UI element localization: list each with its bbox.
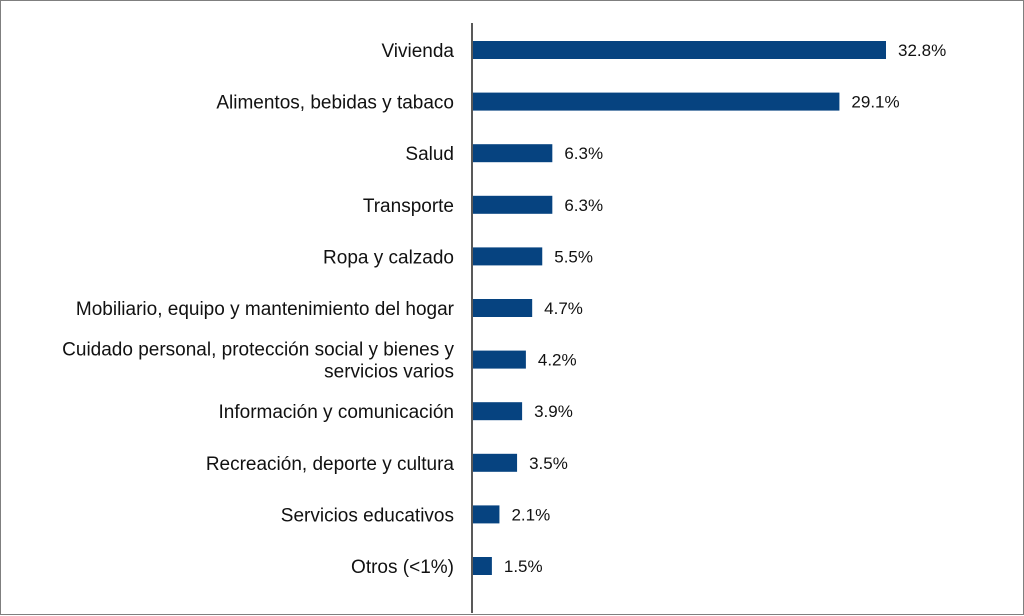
value-label-8: 3.5% bbox=[529, 454, 568, 473]
value-label-3: 6.3% bbox=[564, 196, 603, 215]
bar-10 bbox=[473, 557, 492, 575]
value-label-4: 5.5% bbox=[554, 247, 593, 266]
category-label-8: Recreación, deporte y cultura bbox=[206, 454, 455, 475]
value-label-6: 4.2% bbox=[538, 351, 577, 370]
category-label-10: Otros (<1%) bbox=[351, 557, 454, 578]
category-labels: Vivienda Alimentos, bebidas y tabaco Salud… bbox=[62, 41, 455, 578]
bar-1 bbox=[473, 92, 840, 111]
category-label-6-line-0: Cuidado personal, protección social y bi… bbox=[62, 340, 454, 361]
value-label-7: 3.9% bbox=[534, 402, 573, 421]
bar-7 bbox=[473, 402, 523, 421]
value-label-1: 29.1% bbox=[851, 93, 899, 112]
category-label-2: Salud bbox=[405, 144, 454, 165]
category-label-1: Alimentos, bebidas y tabaco bbox=[216, 93, 454, 114]
value-label-2: 6.3% bbox=[564, 144, 603, 163]
bar-3 bbox=[473, 195, 553, 214]
category-label-5: Mobiliario, equipo y mantenimiento del h… bbox=[76, 299, 455, 320]
value-label-10: 1.5% bbox=[504, 557, 543, 576]
bar-6 bbox=[473, 350, 526, 369]
bars-group bbox=[473, 41, 886, 575]
bar-9 bbox=[473, 505, 500, 524]
category-label-9: Servicios educativos bbox=[281, 505, 454, 526]
value-label-9: 2.1% bbox=[511, 505, 550, 524]
value-label-5: 4.7% bbox=[544, 299, 583, 318]
value-labels: 32.8% 29.1% 6.3% 6.3% 5.5% 4.7% 4.2% 3.9% 3.5% 2.… bbox=[504, 41, 946, 576]
bar-4 bbox=[473, 247, 543, 266]
category-label-7: Información y comunicación bbox=[219, 402, 455, 423]
bar-8 bbox=[473, 453, 518, 472]
bar-5 bbox=[473, 299, 533, 317]
bar-0 bbox=[473, 41, 886, 59]
category-label-4: Ropa y calzado bbox=[323, 247, 454, 268]
category-label-6-line-1: servicios varios bbox=[324, 362, 454, 383]
bar-2 bbox=[473, 144, 553, 163]
value-label-0: 32.8% bbox=[898, 41, 946, 60]
category-label-0: Vivienda bbox=[381, 41, 454, 62]
category-label-3: Transporte bbox=[363, 196, 454, 217]
